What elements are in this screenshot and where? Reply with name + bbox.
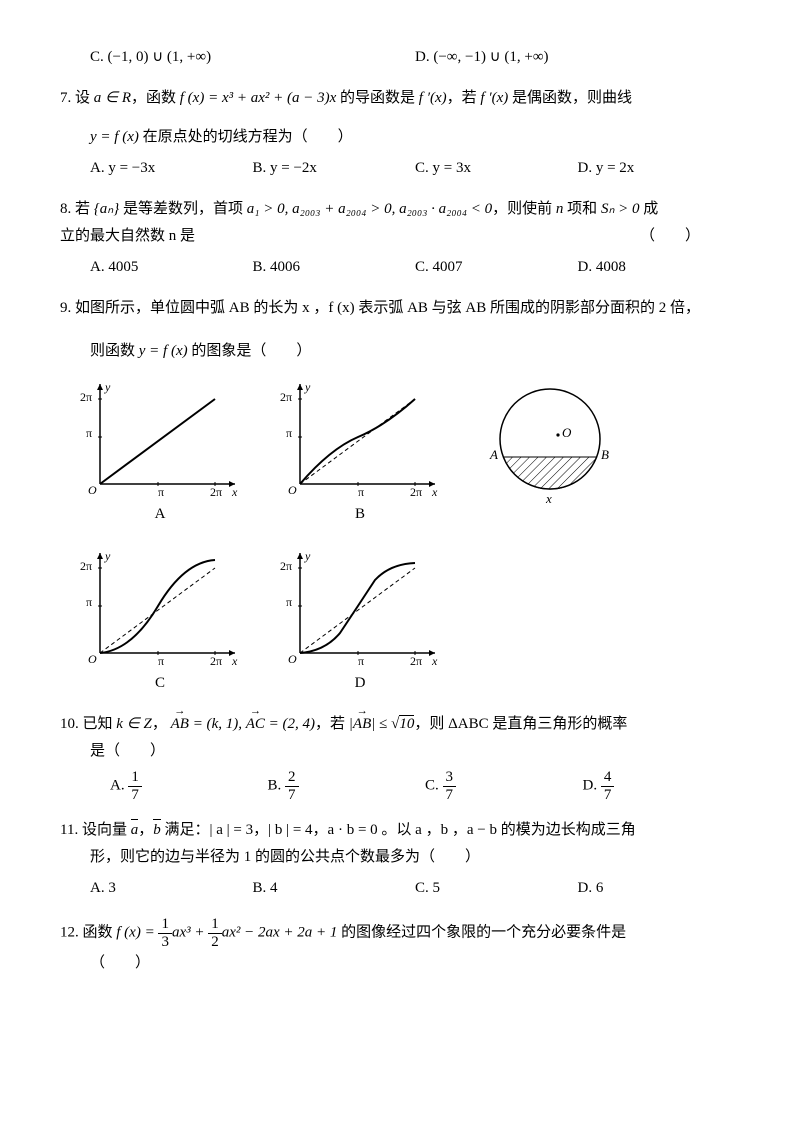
svg-text:O: O xyxy=(88,483,97,497)
svg-text:O: O xyxy=(88,652,97,666)
svg-text:2π: 2π xyxy=(410,485,422,499)
graph-a-label: A xyxy=(80,501,240,528)
q8-options: A. 4005 B. 4006 C. 4007 D. 4008 xyxy=(90,254,740,281)
svg-text:y: y xyxy=(104,380,111,394)
svg-text:2π: 2π xyxy=(280,390,292,404)
svg-text:π: π xyxy=(286,595,292,609)
option-c: C. 5 xyxy=(415,875,578,902)
option-a: A. 4005 xyxy=(90,254,253,281)
q8-line2: 立的最大自然数 n 是 xyxy=(60,228,195,244)
svg-text:π: π xyxy=(86,426,92,440)
q7-tail: 在原点处的切线方程为（ ） xyxy=(139,129,353,145)
svg-text:O: O xyxy=(288,652,297,666)
question-7: 7. 设 a ∈ R，函数 f (x) = x³ + ax² + (a − 3)… xyxy=(60,85,740,151)
option-c: C. y = 3x xyxy=(415,155,578,182)
graph-a: O π 2π x π 2π y A xyxy=(80,379,240,528)
svg-text:y: y xyxy=(304,549,311,563)
q7-curve-eq: y = f (x) xyxy=(90,129,139,145)
svg-text:π: π xyxy=(158,654,164,668)
q9-graphs: O π 2π x π 2π y A O π 2π x π 2π y xyxy=(80,379,740,697)
svg-text:2π: 2π xyxy=(210,485,222,499)
svg-text:x: x xyxy=(431,654,438,668)
option-d: D. (−∞, −1) ∪ (1, +∞) xyxy=(415,44,740,71)
svg-text:π: π xyxy=(158,485,164,499)
graph-b: O π 2π x π 2π y B xyxy=(280,379,440,528)
svg-text:O: O xyxy=(562,425,572,440)
option-d: D. 47 xyxy=(583,769,741,803)
graph-c-label: C xyxy=(80,670,240,697)
svg-text:A: A xyxy=(489,447,498,462)
svg-text:x: x xyxy=(231,485,238,499)
svg-text:x: x xyxy=(231,654,238,668)
graph-d: O π 2π x π 2π y D xyxy=(280,548,440,697)
svg-text:y: y xyxy=(104,549,111,563)
option-b: B. 4006 xyxy=(253,254,416,281)
option-a: A. 17 xyxy=(110,769,268,803)
question-10: 10. 已知 k ∈ Z， AB = (k, 1), AC = (2, 4)，若… xyxy=(60,711,740,765)
question-9: 9. 如图所示，单位圆中弧 AB 的长为 x ，f (x) 表示弧 AB 与弦 … xyxy=(60,295,740,365)
q7-text: 7. 设 a ∈ R，函数 f (x) = x³ + ax² + (a − 3)… xyxy=(60,90,632,106)
svg-text:2π: 2π xyxy=(80,559,92,573)
svg-text:π: π xyxy=(86,595,92,609)
q10-line2: 是（ ） xyxy=(90,738,740,765)
svg-text:x: x xyxy=(545,491,552,506)
option-b: B. 27 xyxy=(268,769,426,803)
svg-text:2π: 2π xyxy=(210,654,222,668)
q7-options: A. y = −3x B. y = −2x C. y = 3x D. y = 2… xyxy=(90,155,740,182)
option-d: D. 4008 xyxy=(578,254,741,281)
q6-options: C. (−1, 0) ∪ (1, +∞) D. (−∞, −1) ∪ (1, +… xyxy=(90,44,740,71)
q9-line1: 9. 如图所示，单位圆中弧 AB 的长为 x ，f (x) 表示弧 AB 与弦 … xyxy=(60,295,740,322)
question-12: 12. 函数 f (x) = 13ax³ + 12ax² − 2ax + 2a … xyxy=(60,916,740,977)
option-b: B. 4 xyxy=(253,875,416,902)
q12-blank: （ ） xyxy=(90,950,740,977)
q10-options: A. 17 B. 27 C. 37 D. 47 xyxy=(110,769,740,803)
svg-text:2π: 2π xyxy=(410,654,422,668)
q11-line2: 形，则它的边与半径为 1 的圆的公共点个数最多为（ ） xyxy=(90,844,740,871)
q8-blank: （ ） xyxy=(640,223,700,250)
graph-b-label: B xyxy=(280,501,440,528)
svg-text:y: y xyxy=(304,380,311,394)
option-d: D. y = 2x xyxy=(578,155,741,182)
svg-text:O: O xyxy=(288,483,297,497)
svg-text:B: B xyxy=(601,447,609,462)
option-c: C. 37 xyxy=(425,769,583,803)
svg-text:π: π xyxy=(286,426,292,440)
option-a: A. y = −3x xyxy=(90,155,253,182)
option-d: D. 6 xyxy=(578,875,741,902)
q11-options: A. 3 B. 4 C. 5 D. 6 xyxy=(90,875,740,902)
svg-text:π: π xyxy=(358,485,364,499)
option-c: C. 4007 xyxy=(415,254,578,281)
svg-text:2π: 2π xyxy=(80,390,92,404)
question-11: 11. 设向量 a，b 满足：| a | = 3，| b | = 4，a · b… xyxy=(60,817,740,871)
graph-d-label: D xyxy=(280,670,440,697)
option-a: A. 3 xyxy=(90,875,253,902)
circle-diagram: O A B x xyxy=(480,379,620,528)
svg-text:2π: 2π xyxy=(280,559,292,573)
svg-text:x: x xyxy=(431,485,438,499)
graph-c: O π 2π x π 2π y C xyxy=(80,548,240,697)
option-c: C. (−1, 0) ∪ (1, +∞) xyxy=(90,44,415,71)
question-8: 8. 若 {aₙ} 是等差数列，首项 a₁ > 0, a₂₀₀₃ + a₂₀₀₄… xyxy=(60,196,740,250)
svg-text:π: π xyxy=(358,654,364,668)
option-b: B. y = −2x xyxy=(253,155,416,182)
